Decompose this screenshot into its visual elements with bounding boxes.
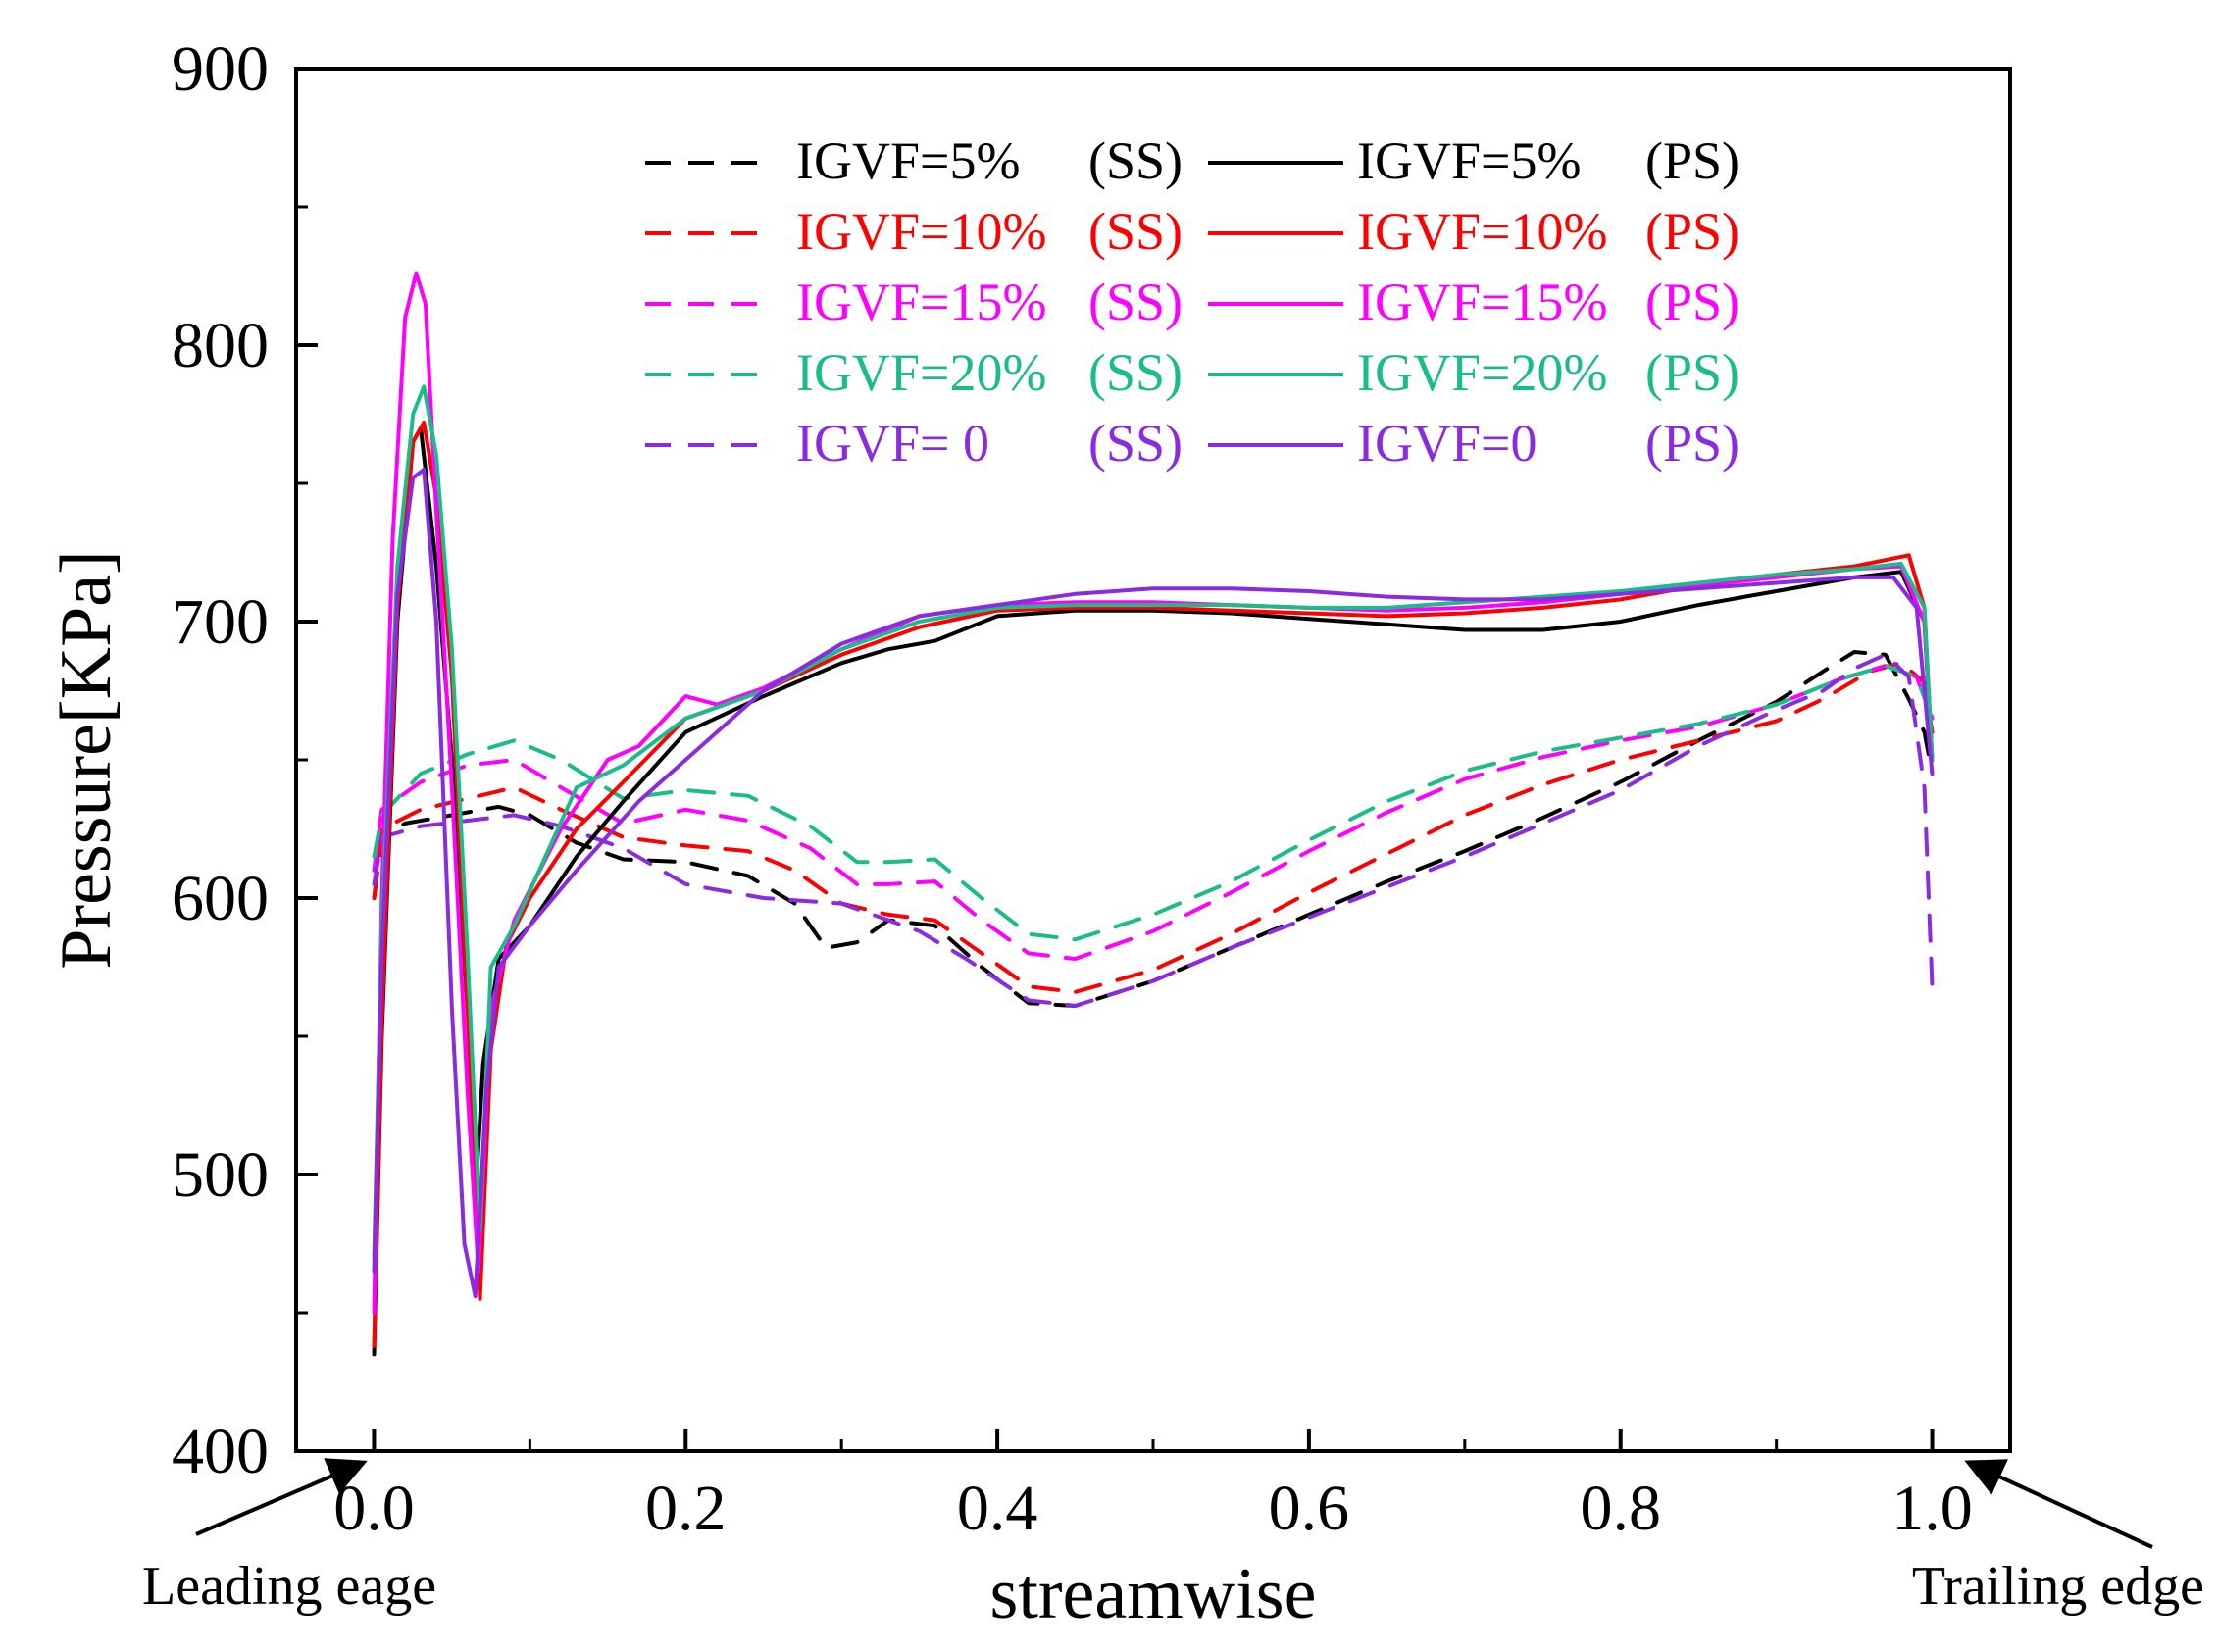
y-tick-label-1: 500 (172, 1139, 269, 1211)
x-tick-label-4: 0.8 (1580, 1473, 1661, 1544)
series-line-5 (372, 426, 1935, 1357)
y-tick-label-5: 900 (172, 33, 269, 105)
legend-qualifier: (PS) (1645, 273, 1739, 331)
x-tick-label-1: 0.2 (645, 1473, 727, 1544)
x-tick-label-3: 0.6 (1269, 1473, 1350, 1544)
legend-qualifier: (SS) (1088, 131, 1183, 190)
legend-label: IGVF=10% (1357, 202, 1607, 261)
y-axis-title: Pressure[KPa] (46, 550, 126, 969)
legend-label: IGVF= 0 (796, 414, 989, 473)
trailing-edge-label: Trailing edge (1912, 1556, 2204, 1617)
x-tick-label-5: 1.0 (1891, 1473, 1973, 1544)
annotations: Leading eage Trailing edge (142, 1458, 2204, 1617)
legend-qualifier: (PS) (1645, 202, 1739, 261)
y-tick-label-3: 700 (172, 586, 269, 658)
y-tick-label-0: 400 (172, 1416, 269, 1487)
legend-label: IGVF=15% (796, 273, 1046, 331)
series-line-6 (372, 421, 1935, 1348)
legend-label: IGVF=20% (1357, 343, 1607, 402)
series-line-9 (372, 467, 1935, 1299)
leading-edge-arrow (195, 1458, 368, 1536)
series-layer (372, 271, 1935, 1357)
legend-label: IGVF=15% (1357, 273, 1607, 331)
axes-layer: 400 500 600 700 800 900 0.0 0.2 0.4 0.6 0.8 1.0 stre… (46, 33, 2012, 1634)
legend-label: IGVF=10% (796, 202, 1046, 261)
series-line-2 (372, 664, 1935, 961)
series-line-4 (372, 652, 1935, 1008)
legend-qualifier: (PS) (1645, 131, 1739, 190)
y-tick-label-4: 800 (172, 310, 269, 381)
legend-qualifier: (PS) (1645, 343, 1739, 402)
trailing-edge-arrow (1964, 1459, 2153, 1549)
legend-qualifier: (SS) (1088, 202, 1183, 261)
x-tick-label-2: 0.4 (957, 1473, 1038, 1544)
legend-label: IGVF=0 (1357, 414, 1537, 473)
legend-qualifier: (PS) (1645, 414, 1739, 473)
series-line-3 (372, 664, 1935, 942)
legend-qualifier: (SS) (1088, 414, 1183, 473)
series-line-1 (372, 661, 1935, 994)
legend: IGVF=5% (SS) IGVF=10% (SS) IGVF=15% (SS) IGVF=… (645, 131, 1739, 473)
leading-edge-label: Leading eage (142, 1556, 436, 1617)
series-line-8 (372, 384, 1935, 1260)
legend-qualifier: (SS) (1088, 343, 1183, 402)
legend-label: IGVF=5% (796, 131, 1020, 190)
series-line-0 (372, 650, 1935, 1008)
legend-label: IGVF=20% (796, 343, 1046, 402)
x-axis-title: streamwise (990, 1554, 1317, 1634)
y-tick-label-2: 600 (172, 863, 269, 934)
x-tick-label-0: 0.0 (333, 1473, 415, 1544)
legend-qualifier: (SS) (1088, 273, 1183, 331)
legend-label: IGVF=5% (1357, 131, 1581, 190)
